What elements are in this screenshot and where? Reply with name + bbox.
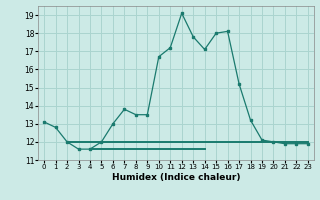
X-axis label: Humidex (Indice chaleur): Humidex (Indice chaleur) xyxy=(112,173,240,182)
